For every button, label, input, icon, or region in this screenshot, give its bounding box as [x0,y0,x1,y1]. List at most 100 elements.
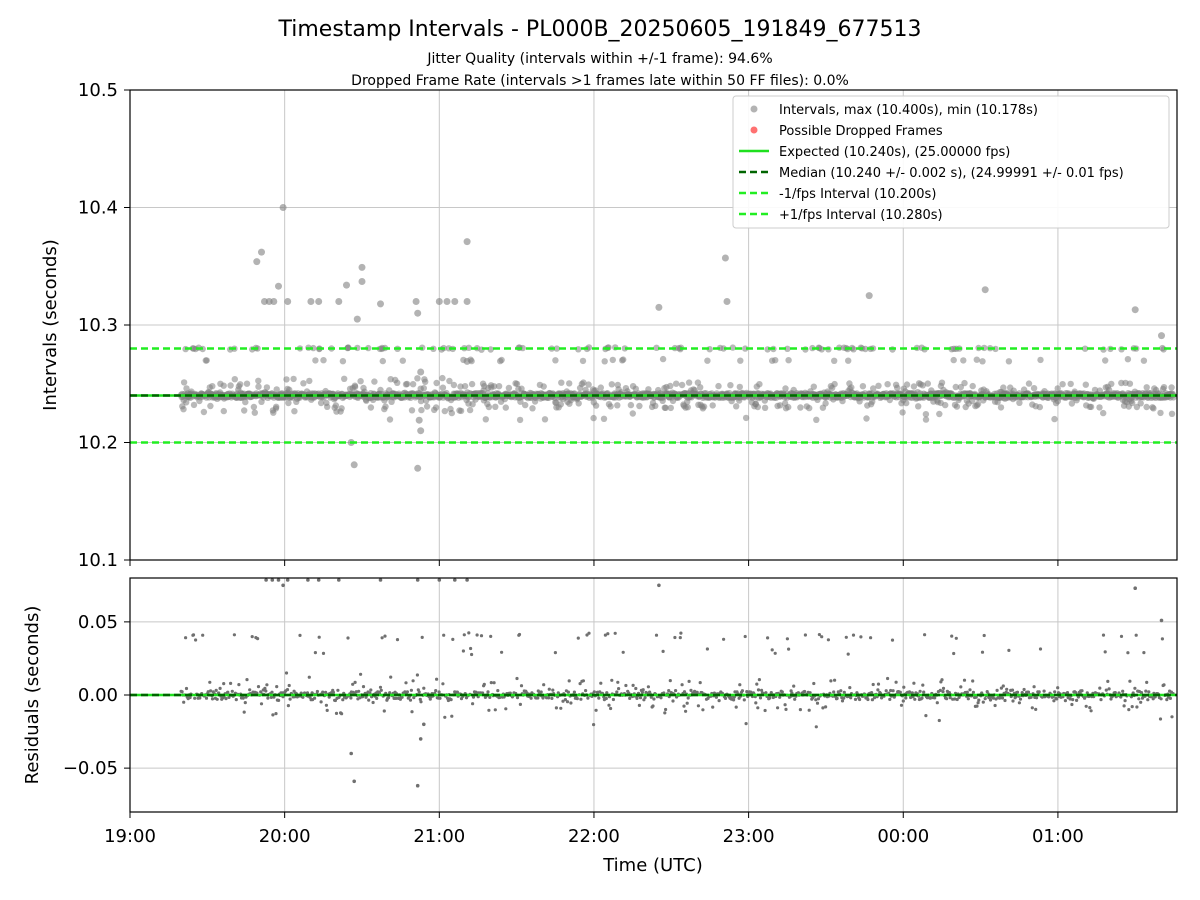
residual-point [760,688,764,692]
residual-point [441,682,445,686]
residual-point [606,632,610,636]
residual-point [410,710,414,714]
residual-point [566,690,571,694]
residual-point [858,697,862,702]
interval-point [1100,409,1107,417]
residual-point [1003,698,1007,703]
interval-point [859,383,867,390]
interval-point [575,400,582,407]
residual-point [976,701,980,705]
interval-point [700,403,708,410]
residual-point [933,696,937,700]
legend-label-minus-fps: -1/fps Interval (10.200s) [779,187,936,202]
interval-point [785,403,792,411]
residual-point [764,691,768,695]
residual-point [1022,687,1026,692]
interval-point [652,402,659,410]
residual-point [504,707,508,711]
residual-point [974,695,978,699]
residual-point [515,696,520,700]
residual-point [870,698,875,702]
interval-point [180,406,187,413]
residual-point [559,706,563,710]
interval-point [450,381,458,389]
interval-point [620,356,627,363]
interval-point [422,378,429,385]
interval-outlier-point [463,357,471,365]
interval-point [875,382,882,389]
interval-outlier-point [1158,332,1165,340]
residual-point [383,634,387,638]
residual-point [500,650,504,654]
interval-point [492,403,499,410]
residual-point [1101,633,1106,637]
residual-point [763,708,767,713]
residual-point [284,671,289,675]
residual-point [489,681,493,685]
interval-outlier-point [463,238,471,246]
residual-point [592,690,596,694]
interval-point [629,410,636,417]
interval-point [1030,385,1038,392]
x-axis-label: Time (UTC) [602,855,703,876]
residual-point [387,696,391,700]
residual-point [1010,688,1015,692]
residual-point [833,678,837,682]
residual-point [674,689,678,693]
interval-point [636,402,643,410]
residual-point [959,685,963,689]
interval-point [273,386,280,393]
interval-point [517,398,524,405]
interval-outlier-point [307,298,315,305]
residual-point [367,698,371,702]
residual-point [272,695,276,699]
interval-point [938,379,946,386]
residual-point [1015,690,1020,694]
residual-point [270,690,274,694]
residual-point [814,725,818,729]
residual-point [793,697,797,701]
interval-point [942,401,949,409]
residuals-y-tick-label: 0.05 [78,612,118,633]
residual-point [722,637,726,641]
residual-point [851,633,856,637]
residual-point [579,697,583,701]
residual-point [1135,705,1139,709]
interval-point [220,407,227,415]
residuals-y-tick-label: 0.00 [78,685,118,706]
residual-point [341,698,345,702]
residual-point [684,709,688,713]
interval-point [580,379,587,386]
interval-point [870,385,877,392]
residual-point [319,700,323,704]
residual-point [621,650,625,654]
residual-point [324,703,328,707]
interval-point [241,407,248,414]
residual-point [659,696,663,700]
interval-outlier-point [655,303,663,311]
residual-point [744,722,748,726]
residual-point [565,700,570,704]
interval-point [678,381,686,389]
residual-point [269,695,273,700]
residual-point [609,706,613,711]
residual-point [336,688,340,692]
residual-point [749,690,753,694]
residual-point [222,682,226,686]
residual-point [1165,698,1169,702]
residual-clipped-point [415,578,420,582]
interval-point [953,403,961,410]
residual-point [1088,706,1092,710]
residual-point [768,696,772,700]
residual-point [1000,696,1005,700]
residual-point [563,698,568,702]
residual-point [575,697,579,701]
residual-point [229,681,233,686]
residual-point [734,705,738,709]
interval-point [183,385,190,392]
residual-point [664,707,668,712]
residual-point [214,688,218,693]
residual-point [902,685,906,689]
residual-point [201,633,205,637]
interval-point [919,382,926,389]
